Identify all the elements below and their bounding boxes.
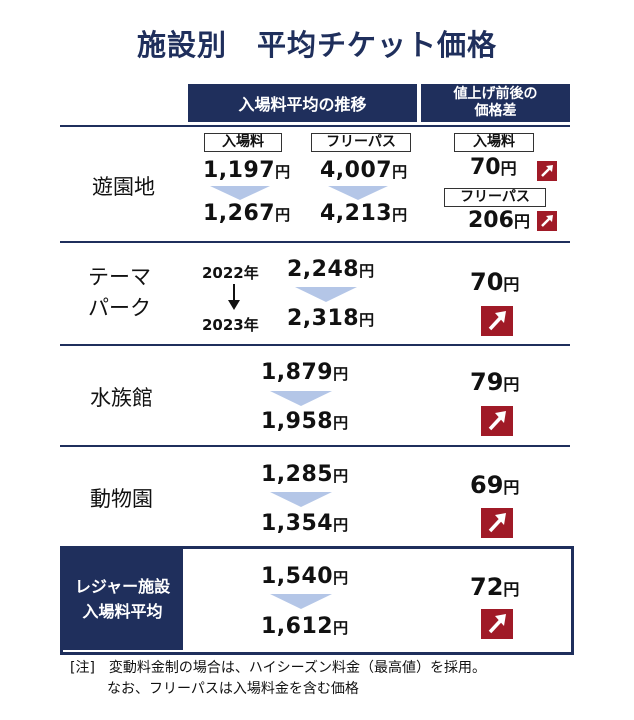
header-diff-line1: 値上げ前後の <box>453 86 538 102</box>
row-label-amusement-park: 遊園地 <box>92 175 155 199</box>
row-label-line1: テーマ <box>88 265 151 289</box>
amusement-admission-after: 1,267円 <box>203 201 291 226</box>
tag-admission-diff: 入場料 <box>454 133 534 152</box>
zoo-before: 1,285円 <box>261 462 349 487</box>
average-row-frame <box>60 546 574 655</box>
row-label-theme-park: テーマ パーク <box>88 262 151 324</box>
row-divider <box>60 241 570 243</box>
footnote-line2: なお、フリーパスは入場料金を含む価格 <box>107 681 359 697</box>
row-label-line2: 入場料平均 <box>82 602 163 621</box>
header-diff: 値上げ前後の 価格差 <box>421 84 570 122</box>
arrow-up-icon <box>481 306 513 336</box>
row-label-line1: レジャー施設 <box>74 577 171 596</box>
arrow-up-icon <box>481 406 513 436</box>
amusement-pass-after: 4,213円 <box>320 201 408 226</box>
leisure-average-diff: 72円 <box>470 573 520 601</box>
row-divider <box>60 125 570 127</box>
tag-admission: 入場料 <box>204 133 282 152</box>
row-label-leisure-average: レジャー施設 入場料平均 <box>62 548 183 650</box>
arrow-down-icon <box>228 284 240 310</box>
theme-park-after: 2,318円 <box>287 306 375 331</box>
arrow-up-icon <box>481 508 513 538</box>
chart-title: 施設別 平均チケット価格 <box>136 28 497 62</box>
tag-free-pass: フリーパス <box>311 133 411 152</box>
chevron-down-icon <box>295 287 357 302</box>
arrow-up-icon <box>537 161 557 181</box>
year-before: 2022年 <box>202 264 259 282</box>
zoo-after: 1,354円 <box>261 511 349 536</box>
chevron-down-icon <box>210 186 270 200</box>
row-divider <box>60 445 570 447</box>
amusement-pass-before: 4,007円 <box>320 158 408 183</box>
theme-park-diff: 70円 <box>470 268 520 296</box>
header-trend: 入場料平均の推移 <box>188 84 417 122</box>
arrow-up-icon <box>537 211 557 231</box>
aquarium-diff: 79円 <box>470 368 520 396</box>
chevron-down-icon <box>328 186 388 200</box>
chevron-down-icon <box>270 391 332 406</box>
zoo-diff: 69円 <box>470 471 520 499</box>
amusement-pass-diff: 206円 <box>468 208 530 233</box>
aquarium-after: 1,958円 <box>261 409 349 434</box>
amusement-admission-diff: 70円 <box>470 155 517 180</box>
tag-free-pass-diff: フリーパス <box>444 188 546 207</box>
year-after: 2023年 <box>202 316 259 334</box>
leisure-average-before: 1,540円 <box>261 564 349 589</box>
row-label-aquarium: 水族館 <box>90 386 153 410</box>
arrow-up-icon <box>481 609 513 639</box>
footnote-line1: [注] 変動料金制の場合は、ハイシーズン料金（最高値）を採用。 <box>70 660 486 676</box>
row-divider <box>60 344 570 346</box>
header-diff-line2: 価格差 <box>474 103 517 119</box>
theme-park-before: 2,248円 <box>287 257 375 282</box>
aquarium-before: 1,879円 <box>261 360 349 385</box>
chevron-down-icon <box>270 492 332 507</box>
amusement-admission-before: 1,197円 <box>203 158 291 183</box>
leisure-average-after: 1,612円 <box>261 614 349 639</box>
row-label-zoo: 動物園 <box>90 487 153 511</box>
row-label-line2: パーク <box>88 296 151 320</box>
chevron-down-icon <box>270 594 332 609</box>
